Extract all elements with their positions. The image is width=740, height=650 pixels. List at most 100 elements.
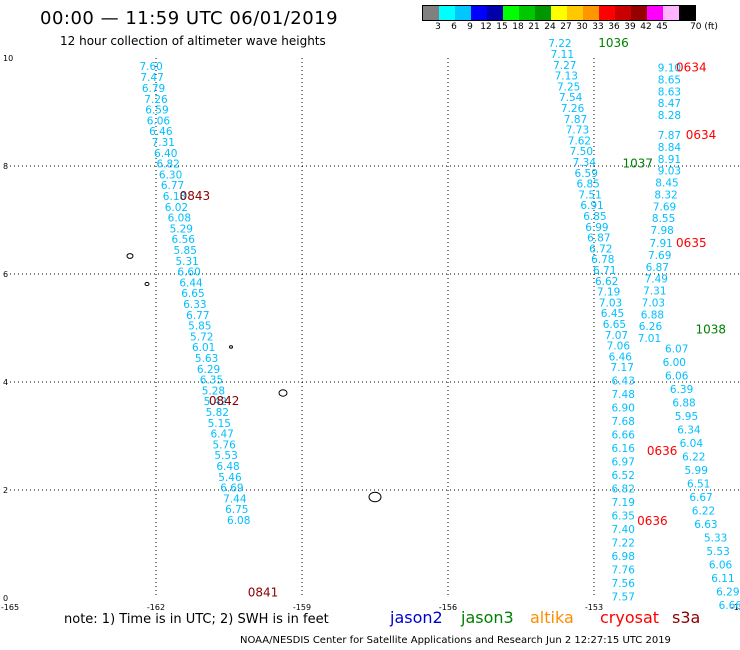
y-tick-label: 10 bbox=[3, 54, 13, 63]
pass-time-label: 0636 bbox=[637, 514, 668, 528]
footer-note: note: 1) Time is in UTC; 2) SWH is in fe… bbox=[64, 612, 329, 627]
color-scale-swatch bbox=[583, 6, 599, 20]
color-scale-swatch bbox=[423, 6, 439, 20]
wave-height-value: 6.18 bbox=[163, 191, 186, 203]
wave-height-value: 5.95 bbox=[675, 411, 698, 423]
pass-time-label: 0634 bbox=[676, 61, 707, 75]
wave-height-value: 5.99 bbox=[685, 465, 708, 477]
altimeter-map: -165-162-159-156-153-15002468107.607.476… bbox=[1, 36, 740, 610]
color-scale-swatch bbox=[663, 6, 679, 20]
wave-height-value: 6.35 bbox=[200, 375, 223, 387]
wave-height-value: 7.26 bbox=[144, 94, 168, 106]
x-tick-label: -159 bbox=[293, 603, 311, 610]
color-scale-swatch bbox=[487, 6, 503, 20]
wave-height-value: 6.56 bbox=[172, 234, 196, 246]
wave-height-value: 5.85 bbox=[188, 321, 211, 333]
wave-height-value: 8.63 bbox=[658, 86, 681, 98]
color-scale-swatch bbox=[647, 6, 663, 20]
wave-height-value: 7.17 bbox=[611, 362, 634, 374]
color-scale-tick: 21 bbox=[528, 22, 540, 32]
wave-height-value: 7.03 bbox=[599, 297, 622, 309]
mission-legend-item: s3a bbox=[672, 608, 701, 627]
wave-height-value: 6.08 bbox=[227, 515, 250, 527]
color-scale-tick: 39 bbox=[624, 22, 636, 32]
color-scale-tick: 30 bbox=[576, 22, 588, 32]
wave-height-value: 5.76 bbox=[212, 439, 236, 451]
island-outline bbox=[229, 345, 233, 349]
wave-height-value: 7.19 bbox=[597, 287, 620, 299]
wave-height-value: 6.88 bbox=[641, 309, 664, 321]
color-scale-swatch bbox=[455, 6, 471, 20]
wave-height-value: 6.35 bbox=[612, 511, 635, 523]
wave-height-value: 8.65 bbox=[658, 74, 681, 86]
color-scale-swatch bbox=[471, 6, 487, 20]
wave-height-value: 6.48 bbox=[216, 461, 239, 473]
wave-height-value: 6.63 bbox=[694, 519, 717, 531]
wave-height-value: 7.87 bbox=[658, 130, 681, 142]
wave-height-value: 7.60 bbox=[139, 61, 162, 73]
color-scale-tick: 36 bbox=[608, 22, 620, 32]
pass-time-label: 0843 bbox=[180, 189, 211, 203]
x-tick-label: -150 bbox=[731, 603, 740, 610]
mission-legend-item: altika bbox=[530, 608, 574, 627]
wave-height-value: 6.65 bbox=[603, 319, 626, 331]
color-scale-swatch bbox=[615, 6, 631, 20]
wave-height-value: 7.98 bbox=[650, 225, 673, 237]
wave-height-value: 6.91 bbox=[580, 200, 603, 212]
wave-height-value: 6.26 bbox=[639, 321, 663, 333]
wave-height-value: 6.62 bbox=[595, 276, 618, 288]
wave-height-value: 6.46 bbox=[609, 351, 633, 363]
wave-height-value: 7.01 bbox=[638, 333, 661, 345]
wave-height-value: 5.29 bbox=[170, 223, 193, 235]
wave-height-value: 5.46 bbox=[218, 472, 242, 484]
color-scale-swatch bbox=[567, 6, 583, 20]
color-scale-tick: 45 bbox=[656, 22, 668, 32]
wave-height-value: 7.50 bbox=[570, 146, 593, 158]
wave-height-value: 6.07 bbox=[665, 343, 688, 355]
wave-height-value: 6.82 bbox=[612, 484, 635, 496]
wave-height-value: 6.52 bbox=[612, 470, 635, 482]
wave-height-value: 7.13 bbox=[555, 71, 578, 83]
pass-time-label: 0842 bbox=[209, 394, 240, 408]
island-outline bbox=[278, 389, 288, 397]
wave-height-value: 6.98 bbox=[612, 551, 635, 563]
color-scale-tick: 6 bbox=[451, 22, 457, 32]
wave-height-value: 8.91 bbox=[658, 154, 681, 166]
wave-height-value: 6.44 bbox=[179, 277, 203, 289]
wave-height-value: 6.60 bbox=[177, 267, 200, 279]
color-scale-tick: 42 bbox=[640, 22, 652, 32]
color-scale-tick: 12 bbox=[480, 22, 492, 32]
color-scale-swatch bbox=[439, 6, 455, 20]
wave-height-value: 7.49 bbox=[645, 274, 668, 286]
wave-height-value: 7.11 bbox=[551, 49, 574, 61]
wave-height-value: 7.40 bbox=[612, 524, 635, 536]
pass-time-label: 1038 bbox=[696, 322, 727, 336]
wave-height-value: 5.82 bbox=[206, 407, 229, 419]
wave-height-value: 6.22 bbox=[692, 505, 715, 517]
wave-height-value: 5.53 bbox=[706, 546, 729, 558]
wave-height-value: 6.66 bbox=[612, 430, 636, 442]
wave-height-value: 7.44 bbox=[223, 493, 247, 505]
island-outline bbox=[368, 491, 382, 503]
chart-title: 00:00 — 11:59 UTC 06/01/2019 bbox=[40, 8, 339, 29]
wave-height-value: 8.45 bbox=[655, 178, 678, 190]
mission-legend-item: cryosat bbox=[600, 608, 660, 627]
wave-height-value: 6.11 bbox=[711, 573, 734, 585]
wave-height-value: 6.78 bbox=[591, 254, 614, 266]
pass-time-label: 0841 bbox=[248, 585, 279, 599]
wave-height-value: 5.85 bbox=[174, 245, 197, 257]
wave-height-value: 7.68 bbox=[612, 416, 635, 428]
pass-time-label: 0635 bbox=[676, 236, 707, 250]
wave-height-value: 6.01 bbox=[192, 342, 215, 354]
color-scale-tick: 70 (ft) bbox=[690, 22, 718, 32]
wave-height-value: 7.48 bbox=[612, 389, 635, 401]
wave-height-value: 7.06 bbox=[607, 341, 631, 353]
wave-height-value: 7.22 bbox=[548, 38, 571, 50]
color-scale-tick: 27 bbox=[560, 22, 572, 32]
wave-height-value: 6.65 bbox=[181, 288, 204, 300]
wave-height-value: 7.07 bbox=[605, 330, 628, 342]
wave-height-value: 5.15 bbox=[208, 418, 231, 430]
wave-height-value: 7.51 bbox=[578, 189, 601, 201]
wave-height-value: 6.39 bbox=[670, 384, 693, 396]
wave-height-value: 6.87 bbox=[646, 262, 669, 274]
